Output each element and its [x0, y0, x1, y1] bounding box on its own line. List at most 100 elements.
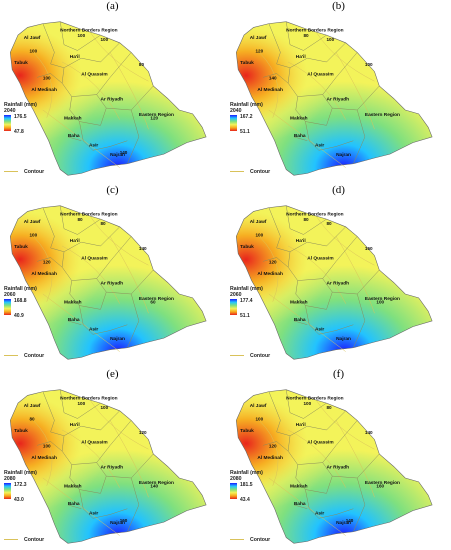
contour-value-label: 100	[255, 232, 263, 237]
region-label: Asir	[89, 510, 98, 516]
contour-value-label: 140	[269, 75, 277, 80]
contour-line	[42, 293, 120, 352]
contour-line	[61, 61, 120, 120]
region-boundary	[37, 73, 63, 84]
region-label: Ha'il	[296, 238, 306, 244]
legend-year: 2040	[230, 108, 242, 114]
map-panel: (c) Al Jawf Northern Borders Region Tabuk Ha…	[0, 184, 225, 366]
contour-line	[42, 477, 120, 536]
contour-value-label: 140	[365, 430, 373, 435]
legend-color-ramp	[4, 299, 11, 315]
region-label: Eastern Region	[139, 296, 174, 302]
region-label: Makkah	[64, 116, 82, 122]
contour-line	[33, 236, 53, 302]
region-boundary	[263, 73, 289, 84]
region-label: Asir	[89, 142, 98, 148]
region-boundary	[285, 21, 327, 51]
contour-value-label: 80	[303, 33, 309, 38]
region-label: Najran	[336, 336, 351, 342]
region-label: Asir	[89, 326, 98, 332]
legend-color-ramp	[230, 299, 237, 315]
contour-legend-label: Contour	[250, 353, 271, 359]
rainfall-map: Al Jawf Northern Borders Region Tabuk Ha'il…	[9, 389, 207, 544]
region-label: Ar Riyadh	[327, 464, 350, 470]
region-label: Al Quassim	[307, 71, 333, 77]
rainfall-map: Al Jawf Northern Borders Region Tabuk Ha'il…	[235, 21, 433, 176]
region-boundary	[263, 441, 289, 452]
region-label: Al Jawf	[250, 403, 267, 409]
map-panel: (b) Al Jawf Northern Borders Region Tabuk Ha…	[226, 0, 451, 182]
region-boundary	[276, 226, 346, 253]
region-boundary	[42, 391, 55, 432]
region-boundary	[295, 280, 333, 310]
legend-title: Rainfall (mm)	[4, 102, 37, 108]
region-label: Asir	[315, 510, 324, 516]
region-boundary	[293, 504, 308, 509]
contour-legend: Contour	[230, 169, 270, 175]
contour-value-label: 80	[101, 221, 107, 226]
legend-max-value: 168.8	[14, 298, 27, 304]
rainfall-legend: Rainfall (mm) 2060 168.8 40.9	[4, 286, 64, 319]
region-boundary	[285, 389, 327, 419]
region-label: Eastern Region	[139, 112, 174, 118]
contour-value-label: 120	[269, 259, 277, 264]
contour-line	[316, 217, 375, 266]
map-panel: (e) Al Jawf Northern Borders Region Tabuk Ha…	[0, 368, 225, 550]
contour-legend: Contour	[230, 353, 270, 359]
region-label: Al Quassim	[307, 255, 333, 261]
contour-legend-label: Contour	[250, 537, 271, 543]
contour-value-label: 60	[150, 300, 156, 305]
contour-swatch	[230, 171, 244, 173]
region-boundary	[59, 205, 101, 235]
region-boundary	[59, 389, 101, 419]
panel-label: (a)	[106, 0, 119, 12]
region-boundary	[67, 504, 82, 509]
region-label: Najran	[110, 520, 125, 526]
region-label: Al Quassim	[81, 439, 107, 445]
rainfall-map: Al Jawf Northern Borders Region Tabuk Ha'il…	[235, 205, 433, 360]
region-boundary	[79, 121, 93, 151]
region-label: Eastern Region	[365, 112, 400, 118]
region-boundary	[353, 109, 366, 164]
country-outline	[9, 21, 207, 176]
region-boundary	[287, 420, 358, 465]
region-boundary	[92, 324, 128, 335]
legend-title: Rainfall (mm)	[4, 286, 37, 292]
region-boundary	[305, 305, 319, 335]
region-label: Northern Borders Region	[60, 211, 117, 217]
region-label: Makkah	[290, 116, 308, 122]
contour-line	[335, 236, 375, 314]
region-label: Najran	[110, 336, 125, 342]
contour-value-label: 100	[77, 33, 85, 38]
region-boundary	[69, 280, 107, 310]
legend-min-value: 51.1	[240, 129, 250, 135]
contour-legend: Contour	[4, 537, 44, 543]
rainfall-map: Al Jawf Northern Borders Region Tabuk Ha'il…	[9, 21, 207, 176]
contour-value-label: 100	[255, 416, 263, 421]
legend-max-value: 167.2	[240, 114, 253, 120]
region-label: Ha'il	[70, 238, 80, 244]
region-label: Al Quassim	[81, 71, 107, 77]
contour-value-label: 140	[150, 484, 158, 489]
region-boundary	[295, 464, 333, 494]
region-boundary	[96, 85, 154, 111]
legend-year: 2080	[4, 476, 16, 482]
region-label: Al Quassim	[81, 255, 107, 261]
region-label: Najran	[110, 152, 125, 158]
contour-line	[316, 401, 375, 450]
contour-line	[335, 52, 375, 130]
panel-label: (e)	[106, 368, 119, 380]
region-boundary	[79, 489, 93, 519]
contour-value-label: 140	[139, 246, 147, 251]
region-boundary	[50, 42, 120, 69]
region-boundary	[96, 269, 154, 295]
region-label: Ar Riyadh	[327, 96, 350, 102]
contour-value-label: 140	[346, 518, 354, 523]
region-boundary	[127, 477, 140, 532]
legend-title: Rainfall (mm)	[230, 102, 263, 108]
region-boundary	[42, 23, 55, 64]
contour-value-label: 80	[303, 217, 309, 222]
contour-value-label: 100	[29, 232, 37, 237]
panel-label: (f)	[333, 368, 344, 380]
region-label: Baha	[68, 501, 80, 507]
